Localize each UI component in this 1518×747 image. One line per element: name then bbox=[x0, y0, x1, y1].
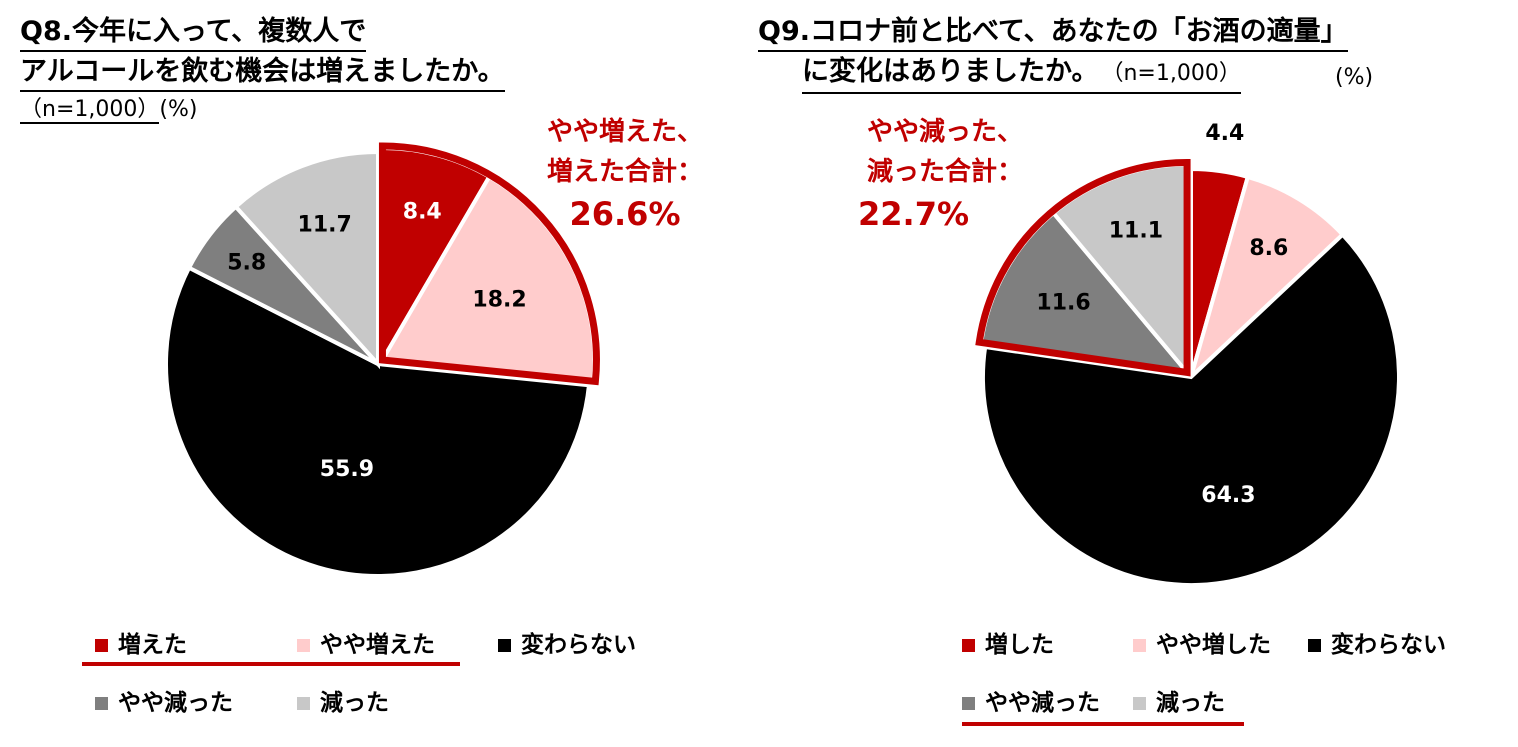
callout-line-2: 増えた合計： bbox=[546, 157, 703, 187]
legend-swatch bbox=[297, 696, 310, 710]
slice-increased-value-label: 4.4 bbox=[1205, 121, 1244, 146]
slice-slightly-decreased-value-label: 5.8 bbox=[227, 250, 266, 275]
legend-highlight-underline bbox=[82, 662, 460, 666]
legend-label: やや増えた bbox=[320, 632, 435, 658]
callout-total-value: 22.7% bbox=[858, 195, 970, 233]
chart-note: （n=1,000）(%) bbox=[20, 96, 197, 124]
legend-swatch bbox=[1133, 638, 1146, 652]
legend-label: 減った bbox=[320, 690, 389, 716]
chart-title-line-2: に変化はありましたか。 （n=1,000） bbox=[802, 54, 1241, 94]
legend-label: 変わらない bbox=[1331, 632, 1446, 658]
legend-label: やや減った bbox=[118, 690, 233, 716]
callout-line-1: やや減った、 bbox=[866, 117, 1023, 147]
legend-item-slightly-decreased: やや減った bbox=[95, 688, 233, 718]
legend-item-decreased: 減った bbox=[297, 688, 389, 718]
legend-label: 変わらない bbox=[521, 632, 636, 658]
legend-item-unchanged: 変わらない bbox=[1308, 630, 1446, 660]
slice-decreased-value-label: 11.1 bbox=[1109, 219, 1163, 244]
legend-label: 増した bbox=[985, 632, 1054, 658]
callout-total-value: 26.6% bbox=[569, 195, 681, 233]
legend-swatch bbox=[297, 638, 310, 652]
slice-decreased-value-label: 11.7 bbox=[298, 213, 352, 238]
callout-decreased-total: やや減った、 減った合計： 22.7% bbox=[840, 112, 1050, 236]
legend-label: 減った bbox=[1156, 690, 1225, 716]
slice-unchanged-value-label: 55.9 bbox=[320, 457, 374, 482]
slice-slightly-increased-value-label: 18.2 bbox=[472, 287, 526, 312]
legend-swatch bbox=[962, 638, 975, 652]
legend-label: やや減った bbox=[985, 690, 1100, 716]
chart-title-line-1: Q8.今年に入って、複数人で bbox=[20, 14, 367, 52]
slice-unchanged bbox=[981, 231, 1401, 587]
slice-slightly-increased bbox=[1187, 174, 1346, 384]
sample-size: （n=1,000） bbox=[1112, 61, 1241, 86]
slice-unchanged-value-label: 64.3 bbox=[1201, 483, 1255, 508]
legend-label: 増えた bbox=[118, 632, 187, 658]
legend-item-increased: 増えた bbox=[95, 630, 187, 660]
slice-slightly-increased-value-label: 8.6 bbox=[1249, 236, 1288, 261]
slice-slightly-decreased-value-label: 11.6 bbox=[1036, 291, 1090, 316]
chart-title-line-2: アルコールを飲む機会は増えましたか。 bbox=[20, 54, 505, 92]
callout-line-2: 減った合計： bbox=[866, 157, 1023, 187]
legend-item-increased: 増した bbox=[962, 630, 1054, 660]
legend-item-unchanged: 変わらない bbox=[498, 630, 636, 660]
slice-increased-value-label: 8.4 bbox=[403, 200, 442, 225]
legend-swatch bbox=[95, 696, 108, 710]
legend-item-slightly-increased: やや増した bbox=[1133, 630, 1271, 660]
chart-title-line-1: Q9.コロナ前と比べて、あなたの「お酒の適量」 bbox=[758, 14, 1348, 52]
legend-swatch bbox=[962, 696, 975, 710]
callout-line-1: やや増えた、 bbox=[546, 117, 703, 147]
legend-highlight-underline bbox=[962, 722, 1244, 726]
legend-item-slightly-increased: やや増えた bbox=[297, 630, 435, 660]
slice-unchanged bbox=[164, 265, 592, 578]
sample-size: （n=1,000） bbox=[20, 97, 160, 124]
legend-item-slightly-decreased: やや減った bbox=[962, 688, 1100, 718]
unit-label: (%) bbox=[159, 97, 198, 122]
chart-panel-q8: Q8.今年に入って、複数人で アルコールを飲む機会は増えましたか。 （n=1,0… bbox=[0, 0, 740, 747]
legend-label: やや増した bbox=[1156, 632, 1271, 658]
legend-swatch bbox=[1133, 696, 1146, 710]
pie-chart-q8: 8.4 18.2 55.9 5.8 11.7 bbox=[164, 142, 600, 578]
legend-swatch bbox=[1308, 638, 1321, 652]
slice-decreased bbox=[232, 149, 380, 370]
unit-label: (%) bbox=[1335, 65, 1374, 90]
highlight-outline bbox=[975, 158, 1191, 377]
highlight-outline bbox=[378, 142, 600, 386]
chart-panel-q9: Q9.コロナ前と比べて、あなたの「お酒の適量」 に変化はありましたか。 （n=1,… bbox=[740, 0, 1518, 747]
pie-chart-q9: 4.4 8.6 64.3 11.6 11.1 bbox=[975, 121, 1401, 587]
legend-swatch bbox=[498, 638, 511, 652]
chart-title-text: に変化はありましたか。 bbox=[802, 56, 1099, 87]
legend-swatch bbox=[95, 638, 108, 652]
callout-increased-total: やや増えた、 増えた合計： 26.6% bbox=[520, 112, 730, 236]
legend-item-decreased: 減った bbox=[1133, 688, 1225, 718]
